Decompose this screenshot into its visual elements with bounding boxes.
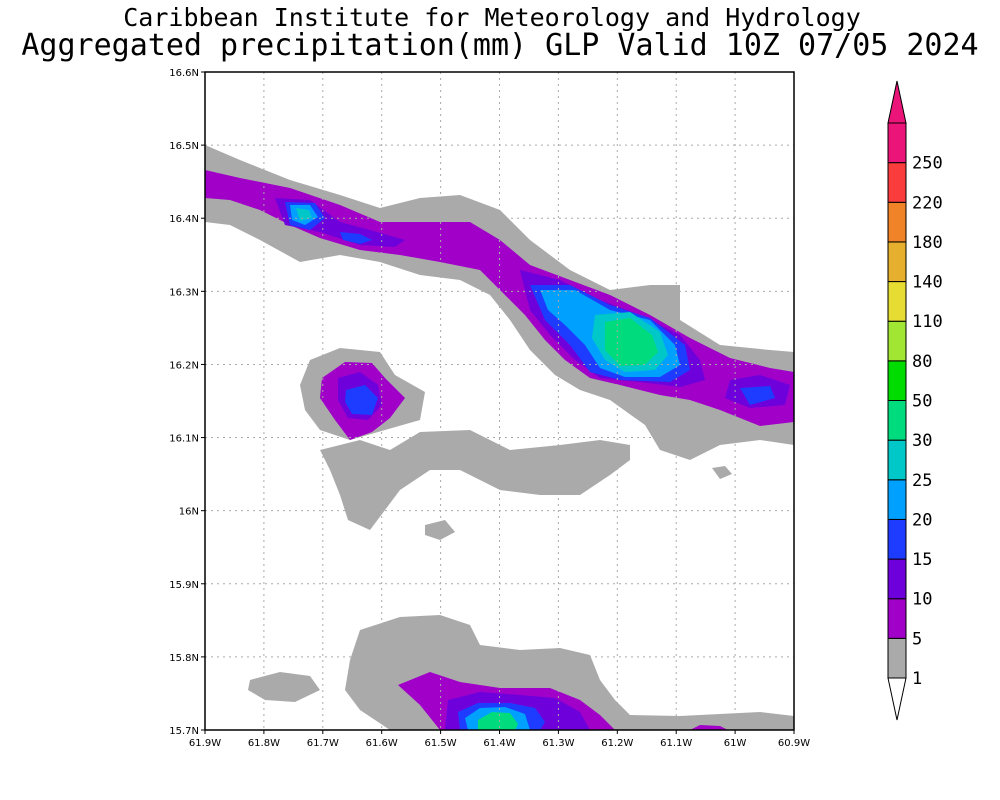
colorbar-swatch (887, 201, 907, 243)
x-tick-label: 61.4W (483, 738, 515, 749)
map-gridlines (205, 72, 794, 730)
colorbar-level-label: 50 (912, 392, 932, 412)
precip-contour-1mm (712, 466, 732, 479)
colorbar-level-label: 1 (912, 669, 922, 689)
colorbar-swatch (887, 558, 907, 600)
colorbar-swatch (887, 320, 907, 362)
colorbar-swatch (887, 598, 907, 639)
x-tick-label: 61.8W (248, 738, 280, 749)
colorbar-swatch (887, 162, 907, 203)
y-tick-label: 16.3N (169, 287, 199, 298)
y-tick-label: 15.9N (169, 580, 199, 591)
colorbar-swatch (887, 439, 907, 481)
precip-contour-1mm (248, 672, 320, 702)
y-tick-label: 16N (179, 507, 199, 518)
y-tick-label: 16.5N (169, 141, 199, 152)
colorbar-level-label: 220 (912, 193, 943, 213)
colorbar-swatch (887, 241, 907, 283)
x-tick-label: 61.6W (366, 738, 398, 749)
precip-contour-5mm (690, 725, 728, 730)
precip-contour-1mm (425, 520, 455, 540)
colorbar-swatch (887, 479, 907, 520)
x-tick-label: 61.1W (660, 738, 692, 749)
precip-contour-15mm (345, 385, 378, 415)
institution-title: Caribbean Institute for Meteorology and … (123, 3, 861, 32)
colorbar-below-triangle (887, 677, 907, 721)
colorbar-level-label: 80 (912, 352, 932, 372)
map-title: Aggregated precipitation(mm) GLP Valid 1… (21, 28, 979, 63)
precipitation-field (205, 145, 794, 730)
colorbar-level-label: 30 (912, 431, 932, 451)
colorbar-level-label: 110 (912, 312, 943, 332)
colorbar-level-label: 140 (912, 273, 943, 293)
y-tick-label: 15.7N (169, 726, 199, 737)
colorbar-level-label: 250 (912, 154, 943, 174)
colorbar-level-label: 5 (912, 629, 922, 649)
longitude-axis: 61.9W 61.8W 61.7W 61.6W 61.5W 61.4W 61.3W 61.2W… (189, 730, 810, 749)
colorbar-swatch (887, 281, 907, 322)
precip-contour-15mm (340, 232, 372, 244)
y-tick-label: 16.1N (169, 434, 199, 445)
colorbar-swatch (887, 518, 907, 560)
colorbar-level-label: 10 (912, 590, 932, 610)
x-tick-label: 60.9W (778, 738, 810, 749)
colorbar-swatch (887, 400, 907, 441)
precip-contour-30mm (478, 712, 518, 730)
x-tick-label: 61.3W (542, 738, 574, 749)
y-tick-label: 15.8N (169, 653, 199, 664)
colorbar-level-label: 180 (912, 233, 943, 253)
x-tick-label: 61.7W (307, 738, 339, 749)
colorbar-level-label: 20 (912, 510, 932, 530)
colorbar-above-triangle (887, 80, 907, 124)
colorbar-level-label: 15 (912, 550, 932, 570)
colorbar-swatch (887, 360, 907, 402)
y-tick-label: 16.2N (169, 360, 199, 371)
colorbar-level-label: 25 (912, 471, 932, 491)
x-tick-label: 61.2W (601, 738, 633, 749)
x-tick-label: 61W (724, 738, 747, 749)
colorbar-swatch (887, 637, 907, 679)
x-tick-label: 61.5W (425, 738, 457, 749)
latitude-axis: 16.6N 16.5N 16.4N 16.3N 16.2N 16.1N 16N 15.9N 15… (169, 68, 205, 737)
y-tick-label: 16.6N (169, 68, 199, 79)
precip-contour-15mm (740, 386, 775, 405)
x-tick-label: 61.9W (189, 738, 221, 749)
colorbar-swatch (887, 122, 907, 164)
y-tick-label: 16.4N (169, 214, 199, 225)
precip-contour-30mm (605, 318, 658, 366)
precip-contour-1mm (320, 430, 630, 530)
